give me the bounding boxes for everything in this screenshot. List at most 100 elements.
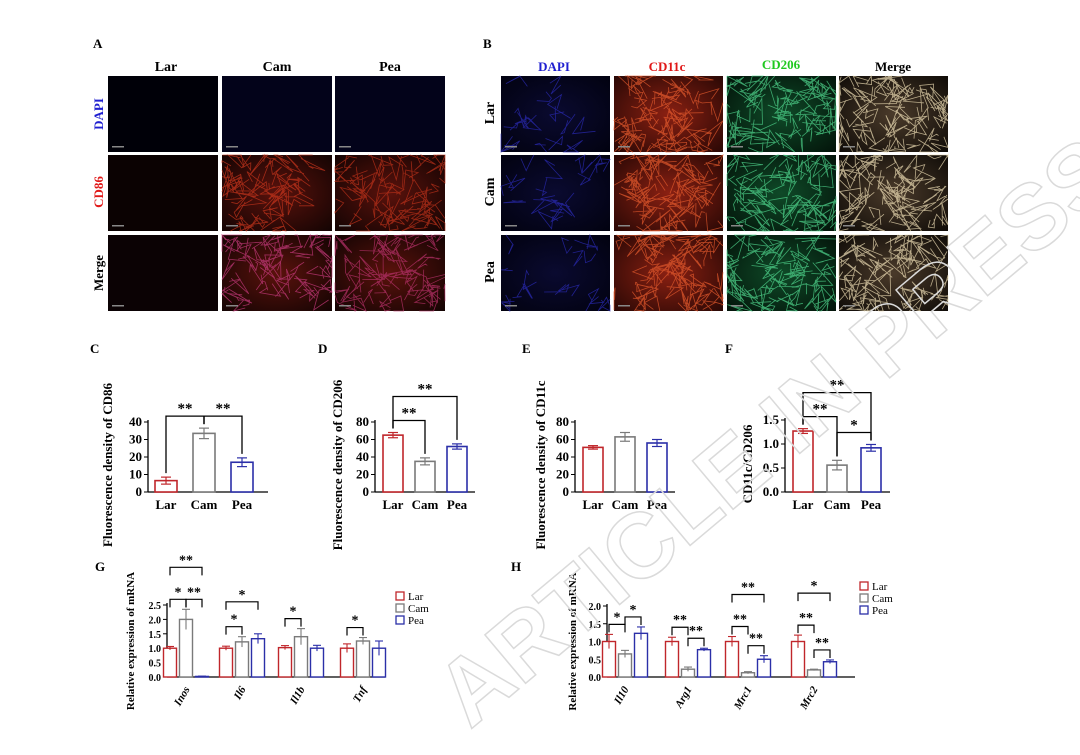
bar-pea — [446, 445, 468, 493]
x-tick-label: Lar — [583, 497, 604, 512]
x-tick-label: Tnf — [351, 683, 370, 704]
panel-g-letter: G — [95, 559, 105, 574]
legend-swatch-lar — [395, 591, 405, 601]
panel-a-letter: A — [93, 36, 103, 51]
y-tick-label: 0 — [136, 484, 143, 499]
error-bar — [637, 626, 645, 640]
legend-swatch-cam — [859, 593, 869, 603]
x-tick-label: Lar — [156, 497, 177, 512]
y-tick-label: 0 — [563, 484, 570, 499]
significance-label: ** — [741, 581, 755, 596]
significance-bracket: ** — [185, 585, 203, 608]
bar-il1b-pea — [309, 647, 325, 678]
significance-label: ** — [689, 624, 703, 639]
significance-label: * — [239, 588, 246, 603]
significance-label: ** — [216, 401, 231, 417]
y-tick-label: 0 — [363, 484, 370, 499]
error-bar — [621, 649, 629, 658]
y-tick-label: 0.5 — [589, 655, 602, 666]
significance-bracket: * — [225, 613, 243, 635]
y-tick-label: 2.5 — [149, 601, 162, 612]
legend-label-cam: Cam — [872, 593, 893, 605]
panel-b-image-r1c2 — [726, 154, 837, 232]
significance-label: * — [290, 605, 297, 620]
legend-label-pea: Pea — [408, 615, 424, 627]
panel-b-row-pea: Pea — [483, 261, 498, 283]
panel-b-image-grid — [500, 74, 949, 313]
error-bar — [744, 671, 752, 674]
y-tick-label: 40 — [356, 449, 369, 464]
significance-label: * — [352, 614, 359, 629]
significance-bracket: * — [225, 588, 259, 610]
y-tick-label: 1.0 — [589, 638, 602, 649]
chart-h: H 0.0 0.5 1.0 1.5 2.0 Relative expression of m… — [511, 559, 893, 713]
y-tick-label: 1.5 — [763, 412, 780, 427]
x-tick-label: Inos — [172, 685, 193, 709]
panel-b-image-r1c3 — [838, 153, 949, 232]
panel-a-image-r2c1 — [221, 233, 333, 312]
error-bar — [760, 655, 768, 663]
error-bar — [794, 634, 802, 648]
error-bar — [222, 645, 230, 651]
significance-label: * — [811, 579, 818, 594]
panel-a-image-grid — [108, 76, 446, 312]
x-tick-label: Mrc1 — [731, 685, 754, 713]
panel-d-letter: D — [318, 341, 327, 356]
y-axis-label: Fluorescence density of CD206 — [330, 379, 345, 550]
x-tick-label: Pea — [232, 497, 253, 512]
y-tick-label: 0.0 — [763, 484, 779, 499]
bar-lar — [382, 434, 404, 493]
legend-label-lar: Lar — [872, 581, 888, 593]
panel-c-letter: C — [90, 341, 99, 356]
y-axis-label: CD11c/CD206 — [740, 424, 755, 503]
y-tick-label: 1.0 — [149, 644, 162, 655]
x-tick-label: Lar — [793, 497, 814, 512]
significance-bracket: * — [284, 605, 302, 627]
bar-cam — [192, 432, 216, 493]
error-bar — [620, 431, 630, 442]
significance-label: * — [850, 417, 858, 433]
bar-il6-pea — [250, 637, 266, 678]
panel-a-image-r0c1 — [222, 76, 332, 152]
panel-a-image-r1c0 — [108, 155, 218, 231]
panel-b-image-r0c3 — [838, 74, 949, 153]
y-tick-label: 0.5 — [763, 460, 780, 475]
significance-label: * — [614, 610, 621, 625]
error-bar — [359, 636, 367, 645]
error-bar — [420, 457, 430, 466]
y-tick-label: 40 — [556, 449, 569, 464]
bar-inos-lar — [162, 647, 178, 678]
panel-b-image-r0c0 — [500, 75, 610, 153]
bar-arg1-lar — [664, 640, 680, 678]
bar-il6-cam — [234, 641, 250, 678]
significance-bracket: ** — [671, 613, 689, 636]
significance-bracket: * — [797, 579, 831, 602]
significance-label: ** — [749, 632, 763, 647]
error-bar — [700, 647, 708, 652]
panel-b-image-r2c2 — [726, 234, 837, 313]
panel-b-col-dapi: DAPI — [538, 59, 570, 74]
error-bar — [237, 457, 247, 468]
error-bar — [832, 459, 842, 471]
y-tick-label: 2.0 — [589, 602, 602, 613]
error-bar — [254, 633, 262, 644]
panel-h-letter: H — [511, 559, 521, 574]
y-tick-label: 1.5 — [149, 630, 162, 641]
significance-bracket: ** — [687, 624, 705, 647]
chart-e: E 0 20 40 60 80 Fluorescence density of CD11c L… — [522, 341, 675, 550]
significance-label: ** — [813, 402, 828, 418]
significance-bracket: * — [169, 585, 187, 608]
error-bar — [452, 443, 462, 450]
panel-a-col-lar: Lar — [155, 60, 178, 75]
panel-a-row-merge: Merge — [91, 255, 106, 291]
x-tick-label: Il10 — [612, 684, 632, 707]
panel-a-col-cam: Cam — [263, 60, 292, 75]
charts: C 0 10 20 30 40 Fluorescence density of CD86 La… — [90, 341, 893, 713]
significance-label: ** — [187, 585, 201, 600]
panel-b-col-merge: Merge — [875, 59, 911, 74]
y-axis-label: Fluorescence density of CD11c — [533, 380, 548, 549]
panel-b-image-r2c3 — [838, 234, 949, 312]
error-bar — [588, 445, 598, 450]
significance-bracket: ** — [392, 382, 458, 440]
